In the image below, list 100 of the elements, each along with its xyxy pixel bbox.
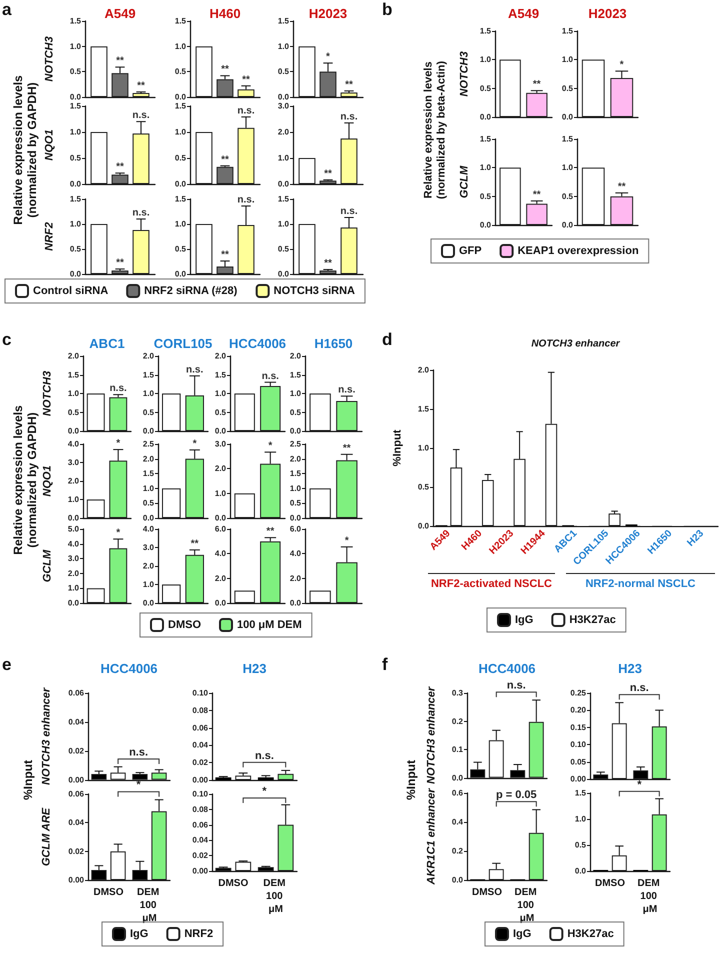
y-axis-title: GCLM	[42, 548, 54, 582]
y-tick-label: 1.0	[70, 220, 82, 228]
y-tick-label: 1.0	[174, 42, 187, 51]
y-tick-label: 1.0	[480, 55, 492, 64]
data-label: *	[268, 440, 272, 452]
data-label: **	[266, 526, 274, 538]
y-tick-label: 0.5	[174, 154, 187, 162]
y-tick-label: 0.0	[480, 220, 492, 230]
x-tick-label: DEM 100 μM	[514, 887, 540, 924]
y-tick-label: 1.0	[142, 580, 155, 589]
data-label: **	[324, 168, 332, 180]
y-tick-label: 1.5	[562, 134, 574, 144]
y-tick-label: 2.0	[214, 352, 227, 360]
y-tick-label: 0.5	[418, 482, 430, 492]
data-label: *	[344, 535, 349, 546]
y-tick-label: 0.4	[452, 818, 464, 826]
y-tick-label: 0.0	[174, 92, 187, 102]
y-tick-label: 6.0	[214, 524, 227, 534]
y-tick-label: 0.0	[174, 270, 187, 278]
y-tick-label: 0.0	[480, 112, 492, 122]
annotation: *	[637, 778, 642, 791]
text: %Input	[21, 760, 35, 800]
data-label: n.s.	[262, 370, 280, 382]
y-tick-label: 1.0	[68, 495, 80, 504]
data-label: *	[116, 528, 120, 539]
y-tick-label: 1.5	[70, 194, 82, 204]
chart-title: H23	[618, 661, 642, 676]
y-tick-label: 1.0	[480, 163, 492, 172]
y-tick-label: 1.0	[562, 55, 574, 64]
y-tick-label: 4.0	[68, 440, 80, 448]
y-tick-label: 3.0	[278, 102, 290, 110]
annotation: n.s.	[129, 746, 148, 758]
chart-title: NOTCH3 enhancer	[531, 338, 621, 350]
annotation: n.s.	[630, 682, 649, 694]
y-tick-label: 2.0	[214, 464, 227, 474]
y-tick-label: 2.0	[290, 352, 302, 360]
data-label: n.s.	[237, 194, 255, 206]
data-label: n.s.	[186, 364, 204, 376]
y-tick-label: 1.5	[70, 102, 82, 110]
data-label: **	[532, 189, 541, 200]
chart-title: ABC1	[89, 336, 125, 351]
y-tick-label: 0.5	[70, 67, 82, 76]
y-tick-label: 1.5	[174, 16, 187, 26]
y-tick-label: 0.0	[70, 180, 82, 188]
y-tick-label: 0.0	[452, 773, 464, 782]
y-tick-label: 0.25	[570, 688, 587, 698]
y-tick-label: 0.5	[214, 408, 227, 417]
legend-label: DMSO	[168, 619, 202, 631]
y-tick-label: 1.5	[562, 26, 574, 36]
y-tick-label: 0.06	[192, 820, 209, 830]
y-tick-label: 1.5	[480, 26, 492, 36]
data-label: **	[242, 74, 250, 86]
y-axis-title: AKR1C1 enhancer	[426, 788, 438, 886]
data-label: n.s.	[132, 208, 150, 218]
y-tick-label: 0.1	[452, 745, 464, 754]
y-tick-label: 3.0	[68, 458, 80, 467]
y-tick-label: 3.0	[214, 440, 227, 448]
y-tick-label: 0.0	[562, 220, 574, 230]
y-tick-label: 0.0	[142, 514, 155, 522]
y-tick-label: 0.5	[290, 408, 302, 417]
x-tick-label: DEM 100 μM	[137, 887, 162, 924]
y-tick-label: 0.0	[562, 112, 574, 122]
y-tick-label: 1.5	[142, 370, 155, 380]
legend-label: IgG	[515, 614, 534, 626]
data-label: **	[221, 154, 229, 166]
y-tick-label: 0.2	[452, 846, 464, 856]
data-label: **	[116, 258, 124, 268]
y-tick-label: 0.04	[68, 818, 85, 828]
legend-label: IgG	[130, 928, 148, 940]
data-label: **	[342, 442, 351, 454]
y-axis-title: %Input	[392, 429, 404, 466]
y-tick-label: 0.5	[142, 408, 155, 417]
y-tick-label: 0.20	[570, 706, 587, 715]
y-tick-label: 0.10	[192, 688, 209, 698]
y-tick-label: 1.0	[174, 128, 187, 136]
y-tick-label: 4.0	[290, 549, 302, 558]
y-tick-label: 1.5	[142, 469, 155, 478]
y-tick-label: 0.06	[68, 790, 85, 798]
y-tick-label: 0.6	[452, 788, 464, 798]
y-tick-label: 0.5	[278, 244, 290, 254]
y-tick-label: 0.3	[452, 688, 464, 698]
y-tick-label: 0.0	[68, 514, 80, 522]
chart-title: A549	[104, 6, 136, 21]
data-label: **	[532, 79, 541, 90]
y-tick-label: 0.02	[192, 851, 209, 860]
y-tick-label: 1.0	[278, 42, 290, 51]
y-tick-label: 0.0	[214, 514, 227, 522]
data-label: *	[620, 60, 624, 71]
y-tick-label: 2.0	[68, 568, 80, 578]
x-tick-label: H23	[685, 528, 706, 549]
y-tick-label: 0.10	[570, 740, 587, 750]
legend-label: GFP	[459, 245, 482, 257]
annotation: p = 0.05	[496, 789, 537, 802]
y-tick-label: 2.0	[68, 476, 80, 486]
y-tick-label: 0.00	[192, 776, 209, 784]
y-tick-label: 0.0	[214, 426, 227, 436]
y-tick-label: 0.0	[174, 180, 187, 188]
legend-label: NOTCH3 siRNA	[274, 285, 356, 297]
text: NRF2-normal NSCLC	[566, 573, 715, 590]
y-tick-label: 1.5	[574, 788, 587, 798]
